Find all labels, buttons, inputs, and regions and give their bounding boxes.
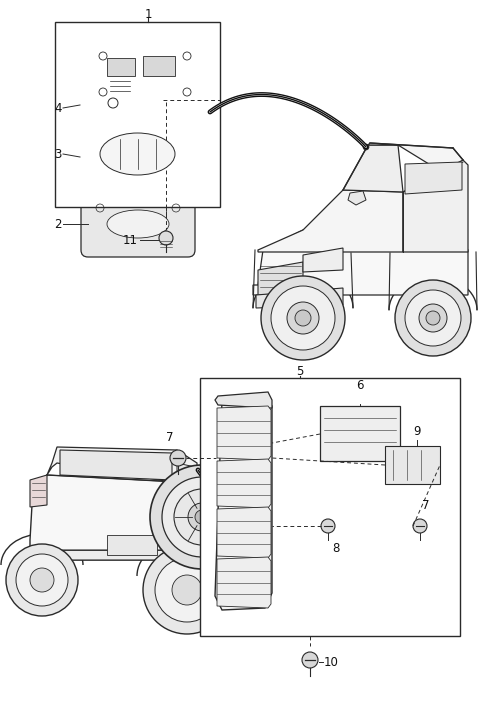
Ellipse shape bbox=[107, 210, 169, 238]
Text: 5: 5 bbox=[296, 365, 304, 378]
Circle shape bbox=[413, 519, 427, 533]
Text: 4: 4 bbox=[55, 101, 62, 115]
Polygon shape bbox=[215, 396, 272, 610]
Polygon shape bbox=[405, 162, 462, 194]
Ellipse shape bbox=[100, 133, 175, 175]
Circle shape bbox=[16, 554, 68, 606]
Polygon shape bbox=[217, 507, 271, 558]
Circle shape bbox=[6, 544, 78, 616]
Circle shape bbox=[271, 286, 335, 350]
Circle shape bbox=[295, 310, 311, 326]
Bar bbox=[55, 22, 220, 207]
Polygon shape bbox=[30, 475, 237, 560]
Polygon shape bbox=[217, 406, 271, 460]
Polygon shape bbox=[403, 160, 468, 252]
Bar bbox=[200, 378, 460, 636]
Polygon shape bbox=[253, 230, 468, 295]
Circle shape bbox=[426, 311, 440, 325]
Polygon shape bbox=[217, 459, 271, 508]
Circle shape bbox=[363, 144, 369, 150]
FancyBboxPatch shape bbox=[81, 191, 195, 257]
Circle shape bbox=[287, 302, 319, 334]
Circle shape bbox=[174, 489, 230, 545]
Text: 11: 11 bbox=[123, 234, 138, 246]
Text: 9: 9 bbox=[413, 425, 421, 438]
Text: 6: 6 bbox=[356, 379, 364, 392]
Circle shape bbox=[419, 304, 447, 332]
Circle shape bbox=[30, 568, 54, 592]
Polygon shape bbox=[27, 550, 237, 560]
Circle shape bbox=[170, 450, 186, 466]
Circle shape bbox=[159, 231, 173, 245]
Circle shape bbox=[155, 558, 219, 622]
Bar bbox=[107, 58, 135, 76]
Circle shape bbox=[395, 280, 471, 356]
Polygon shape bbox=[303, 248, 343, 272]
Polygon shape bbox=[258, 190, 403, 252]
Text: 7: 7 bbox=[422, 499, 430, 512]
Polygon shape bbox=[60, 450, 172, 480]
Circle shape bbox=[162, 477, 242, 557]
Bar bbox=[143, 56, 175, 76]
Polygon shape bbox=[47, 447, 197, 483]
Polygon shape bbox=[177, 463, 195, 485]
Circle shape bbox=[195, 510, 209, 524]
Circle shape bbox=[143, 546, 231, 634]
Polygon shape bbox=[215, 392, 272, 408]
Polygon shape bbox=[348, 191, 366, 205]
Polygon shape bbox=[256, 288, 343, 308]
Polygon shape bbox=[258, 262, 303, 295]
Text: 2: 2 bbox=[55, 218, 62, 230]
Circle shape bbox=[188, 503, 216, 531]
Circle shape bbox=[405, 290, 461, 346]
Polygon shape bbox=[217, 557, 271, 608]
Text: 7: 7 bbox=[166, 431, 174, 444]
FancyBboxPatch shape bbox=[91, 44, 199, 104]
Bar bbox=[320, 406, 400, 461]
Bar bbox=[385, 446, 440, 484]
Circle shape bbox=[321, 519, 335, 533]
Polygon shape bbox=[30, 475, 47, 507]
Circle shape bbox=[172, 575, 202, 605]
Text: 1: 1 bbox=[144, 8, 152, 21]
Text: 10: 10 bbox=[324, 655, 339, 669]
FancyBboxPatch shape bbox=[72, 112, 203, 196]
Circle shape bbox=[302, 652, 318, 668]
Circle shape bbox=[150, 465, 254, 569]
Circle shape bbox=[261, 276, 345, 360]
Polygon shape bbox=[343, 145, 403, 192]
Bar bbox=[107, 535, 157, 555]
Text: 3: 3 bbox=[55, 148, 62, 161]
Polygon shape bbox=[368, 143, 463, 185]
Text: 8: 8 bbox=[332, 542, 339, 555]
